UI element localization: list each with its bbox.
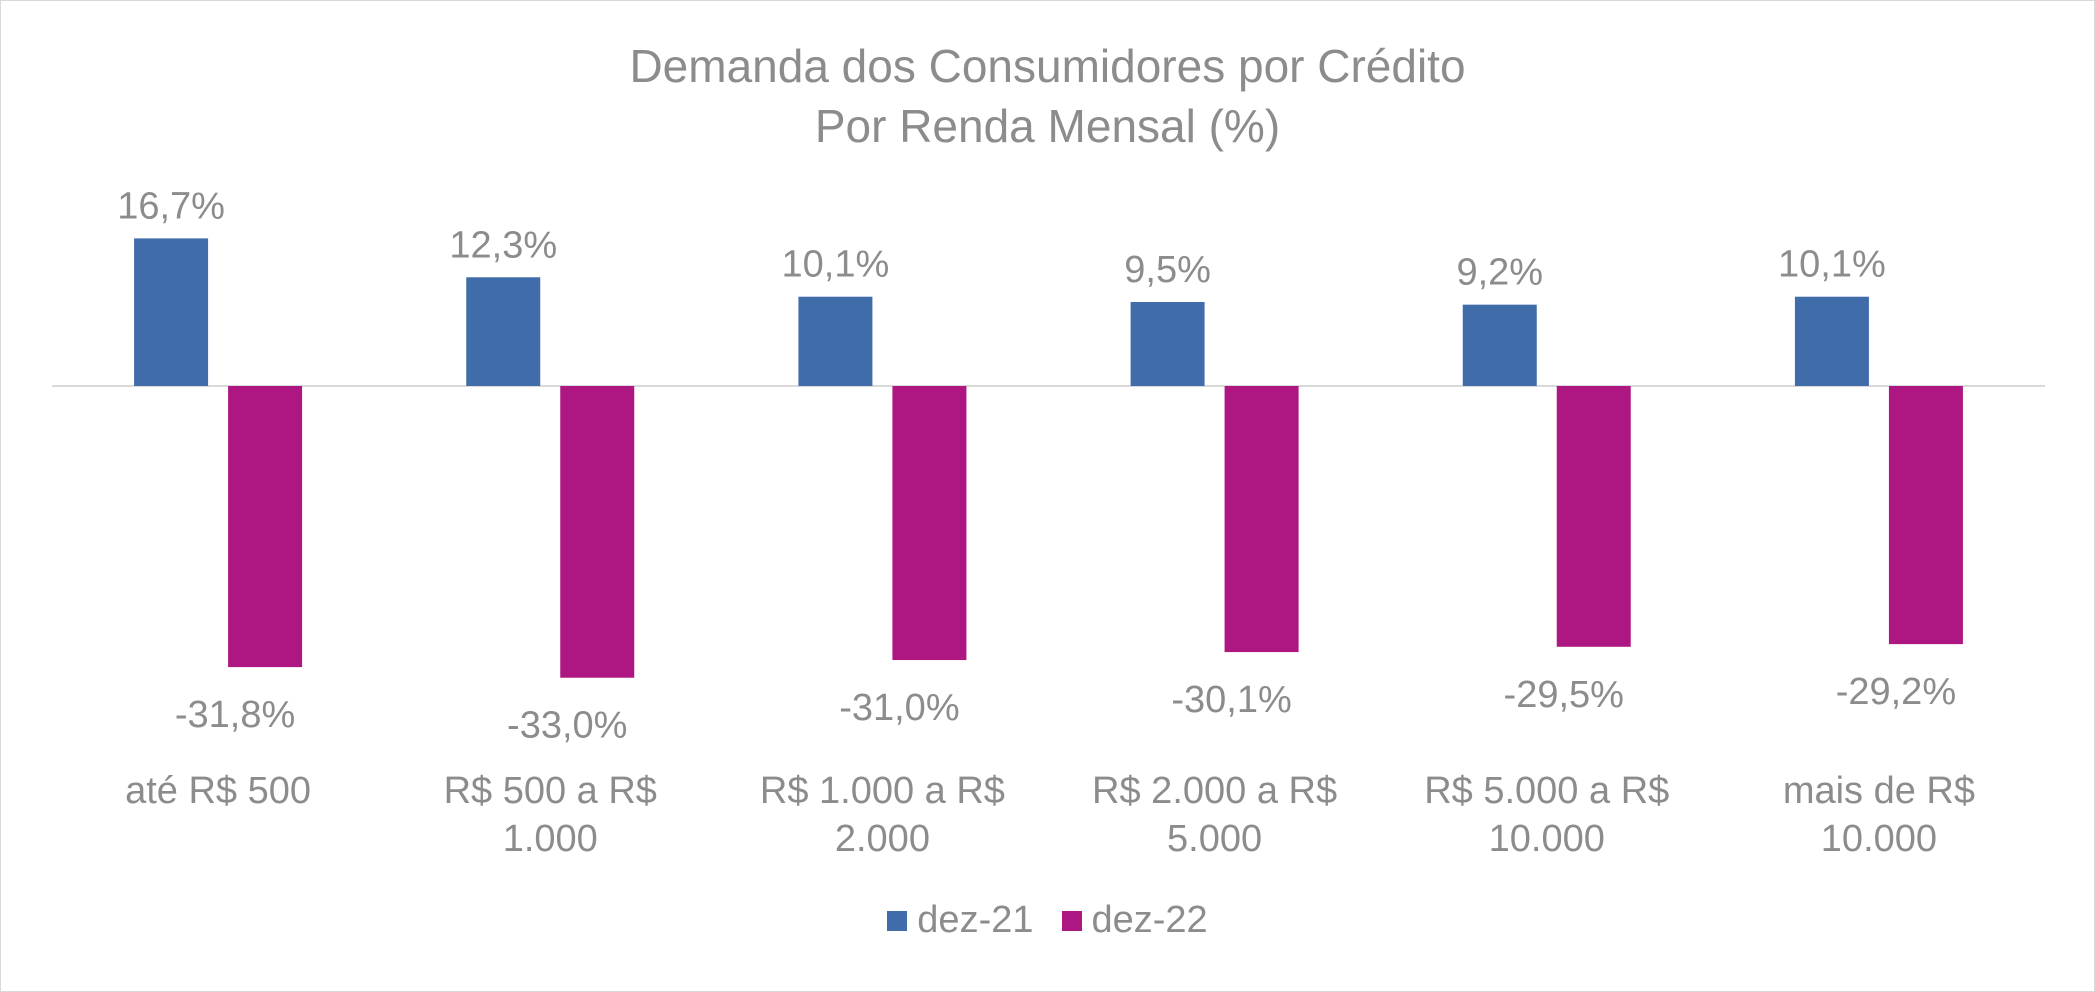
data-label-series-1-3: -30,1% — [1171, 679, 1291, 721]
data-label-series-1-5: -29,2% — [1836, 671, 1956, 713]
category-label-1-line-0: R$ 500 a R$ — [444, 770, 657, 812]
data-label-series-1-2: -31,0% — [839, 687, 959, 729]
bar-series-0-0 — [134, 238, 209, 386]
legend-item-series-1: dez-22 — [1061, 899, 1208, 942]
bar-series-1-1 — [560, 386, 635, 678]
data-label-series-0-1: 12,3% — [449, 224, 557, 266]
bar-series-1-0 — [228, 386, 303, 668]
category-label-3-line-0: R$ 2.000 a R$ — [1092, 770, 1337, 812]
category-label-5-line-0: mais de R$ — [1783, 770, 1975, 812]
bar-series-0-3 — [1130, 302, 1205, 386]
data-label-series-0-0: 16,7% — [117, 185, 225, 227]
legend-swatch-series-0 — [887, 910, 908, 931]
category-label-4-line-0: R$ 5.000 a R$ — [1424, 770, 1669, 812]
chart-title-block: Demanda dos Consumidores por Crédito Por… — [0, 36, 2095, 156]
legend: dez-21 dez-22 — [0, 899, 2095, 942]
bar-series-0-1 — [466, 277, 541, 386]
bar-series-0-5 — [1794, 296, 1869, 386]
category-label-4-line-1: 10.000 — [1489, 818, 1605, 860]
data-label-series-1-4: -29,5% — [1504, 674, 1624, 716]
data-label-series-1-1: -33,0% — [507, 705, 627, 747]
category-label-1-line-1: 1.000 — [503, 818, 598, 860]
legend-label-series-1: dez-22 — [1091, 899, 1208, 941]
category-label-5-line-1: 10.000 — [1821, 818, 1937, 860]
legend-label-series-0: dez-21 — [917, 899, 1034, 941]
data-label-series-0-5: 10,1% — [1778, 244, 1886, 286]
bar-series-1-5 — [1888, 386, 1963, 645]
bar-series-0-2 — [798, 296, 873, 386]
bar-series-0-4 — [1462, 304, 1537, 386]
bar-series-1-3 — [1224, 386, 1299, 653]
legend-swatch-series-1 — [1061, 910, 1082, 931]
bar-series-1-4 — [1556, 386, 1631, 647]
chart-subtitle: Por Renda Mensal (%) — [814, 100, 1281, 152]
category-label-2-line-1: 2.000 — [835, 818, 930, 860]
category-label-0-line-0: até R$ 500 — [125, 770, 311, 812]
data-label-series-0-2: 10,1% — [782, 244, 890, 286]
data-label-series-0-4: 9,2% — [1456, 252, 1543, 294]
category-label-2-line-0: R$ 1.000 a R$ — [760, 770, 1005, 812]
bar-series-1-2 — [892, 386, 967, 661]
legend-item-series-0: dez-21 — [887, 899, 1034, 942]
data-label-series-0-3: 9,5% — [1124, 249, 1211, 291]
data-label-series-1-0: -31,8% — [175, 694, 295, 736]
chart-title: Demanda dos Consumidores por Crédito — [629, 40, 1466, 92]
category-label-3-line-1: 5.000 — [1167, 818, 1262, 860]
